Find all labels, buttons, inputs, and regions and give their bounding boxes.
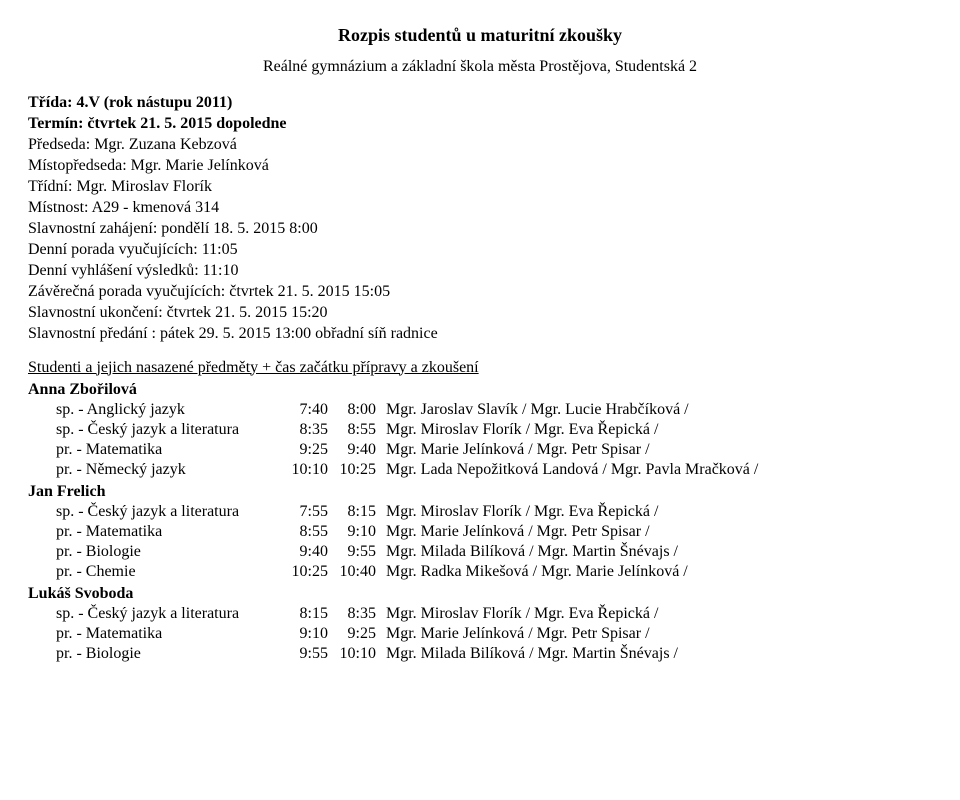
closing-line: Slavnostní ukončení: čtvrtek 21. 5. 2015… (28, 303, 932, 323)
schedule-row: pr. - Německý jazyk10:1010:25Mgr. Lada N… (28, 460, 932, 480)
time-end-cell: 8:55 (334, 420, 386, 440)
time-start-cell: 7:40 (286, 400, 334, 420)
daily-results-line: Denní vyhlášení výsledků: 11:10 (28, 261, 932, 281)
examiner-cell: Mgr. Marie Jelínková / Mgr. Petr Spisar … (386, 522, 932, 542)
time-end-cell: 9:40 (334, 440, 386, 460)
school-name: Reálné gymnázium a základní škola města … (28, 57, 932, 77)
examiner-cell: Mgr. Milada Bilíková / Mgr. Martin Šnéva… (386, 644, 932, 664)
subject-cell: sp. - Český jazyk a literatura (28, 604, 286, 624)
time-start-cell: 10:10 (286, 460, 334, 480)
subject-cell: sp. - Český jazyk a literatura (28, 502, 286, 522)
subject-cell: pr. - Německý jazyk (28, 460, 286, 480)
room-line: Místnost: A29 - kmenová 314 (28, 198, 932, 218)
time-start-cell: 9:25 (286, 440, 334, 460)
time-start-cell: 8:15 (286, 604, 334, 624)
schedule-row: pr. - Matematika9:259:40Mgr. Marie Jelín… (28, 440, 932, 460)
subject-cell: pr. - Matematika (28, 522, 286, 542)
class-line: Třída: 4.V (rok nástupu 2011) (28, 93, 932, 113)
student-name: Lukáš Svoboda (28, 584, 932, 604)
daily-meeting-line: Denní porada vyučujících: 11:05 (28, 240, 932, 260)
subject-cell: sp. - Český jazyk a literatura (28, 420, 286, 440)
schedule-row: sp. - Český jazyk a literatura8:158:35Mg… (28, 604, 932, 624)
schedule-row: sp. - Český jazyk a literatura8:358:55Mg… (28, 420, 932, 440)
schedule-row: pr. - Matematika9:109:25Mgr. Marie Jelín… (28, 624, 932, 644)
subject-cell: pr. - Matematika (28, 624, 286, 644)
subject-cell: pr. - Biologie (28, 542, 286, 562)
time-start-cell: 8:55 (286, 522, 334, 542)
page-title: Rozpis studentů u maturitní zkoušky (28, 24, 932, 47)
examiner-cell: Mgr. Radka Mikešová / Mgr. Marie Jelínko… (386, 562, 932, 582)
schedule-row: sp. - Český jazyk a literatura7:558:15Mg… (28, 502, 932, 522)
subject-cell: sp. - Anglický jazyk (28, 400, 286, 420)
class-teacher-line: Třídní: Mgr. Miroslav Florík (28, 177, 932, 197)
time-start-cell: 9:10 (286, 624, 334, 644)
time-start-cell: 10:25 (286, 562, 334, 582)
students-header: Studenti a jejich nasazené předměty + ča… (28, 358, 932, 378)
ceremony-line: Slavnostní předání : pátek 29. 5. 2015 1… (28, 324, 932, 344)
vicechair-line: Místopředseda: Mgr. Marie Jelínková (28, 156, 932, 176)
examiner-cell: Mgr. Milada Bilíková / Mgr. Martin Šnéva… (386, 542, 932, 562)
examiner-cell: Mgr. Lada Nepožitková Landová / Mgr. Pav… (386, 460, 932, 480)
time-end-cell: 10:25 (334, 460, 386, 480)
opening-line: Slavnostní zahájení: pondělí 18. 5. 2015… (28, 219, 932, 239)
student-name: Anna Zbořilová (28, 380, 932, 400)
final-meeting-line: Závěrečná porada vyučujících: čtvrtek 21… (28, 282, 932, 302)
student-name: Jan Frelich (28, 482, 932, 502)
subject-cell: pr. - Chemie (28, 562, 286, 582)
chair-line: Předseda: Mgr. Zuzana Kebzová (28, 135, 932, 155)
examiner-cell: Mgr. Miroslav Florík / Mgr. Eva Řepická … (386, 420, 932, 440)
time-end-cell: 9:55 (334, 542, 386, 562)
examiner-cell: Mgr. Miroslav Florík / Mgr. Eva Řepická … (386, 502, 932, 522)
examiner-cell: Mgr. Miroslav Florík / Mgr. Eva Řepická … (386, 604, 932, 624)
time-end-cell: 10:40 (334, 562, 386, 582)
schedule-row: pr. - Chemie10:2510:40Mgr. Radka Mikešov… (28, 562, 932, 582)
schedule-row: pr. - Biologie9:5510:10Mgr. Milada Bilík… (28, 644, 932, 664)
students-list: Anna Zbořilovásp. - Anglický jazyk7:408:… (28, 380, 932, 664)
time-end-cell: 10:10 (334, 644, 386, 664)
schedule-row: pr. - Matematika8:559:10Mgr. Marie Jelín… (28, 522, 932, 542)
time-start-cell: 9:40 (286, 542, 334, 562)
time-end-cell: 9:25 (334, 624, 386, 644)
time-end-cell: 8:35 (334, 604, 386, 624)
examiner-cell: Mgr. Jaroslav Slavík / Mgr. Lucie Hrabčí… (386, 400, 932, 420)
subject-cell: pr. - Biologie (28, 644, 286, 664)
examiner-cell: Mgr. Marie Jelínková / Mgr. Petr Spisar … (386, 624, 932, 644)
subject-cell: pr. - Matematika (28, 440, 286, 460)
examiner-cell: Mgr. Marie Jelínková / Mgr. Petr Spisar … (386, 440, 932, 460)
time-start-cell: 8:35 (286, 420, 334, 440)
time-start-cell: 7:55 (286, 502, 334, 522)
time-end-cell: 8:00 (334, 400, 386, 420)
schedule-row: sp. - Anglický jazyk7:408:00Mgr. Jarosla… (28, 400, 932, 420)
time-end-cell: 8:15 (334, 502, 386, 522)
term-line: Termín: čtvrtek 21. 5. 2015 dopoledne (28, 114, 932, 134)
time-start-cell: 9:55 (286, 644, 334, 664)
time-end-cell: 9:10 (334, 522, 386, 542)
schedule-row: pr. - Biologie9:409:55Mgr. Milada Bilíko… (28, 542, 932, 562)
